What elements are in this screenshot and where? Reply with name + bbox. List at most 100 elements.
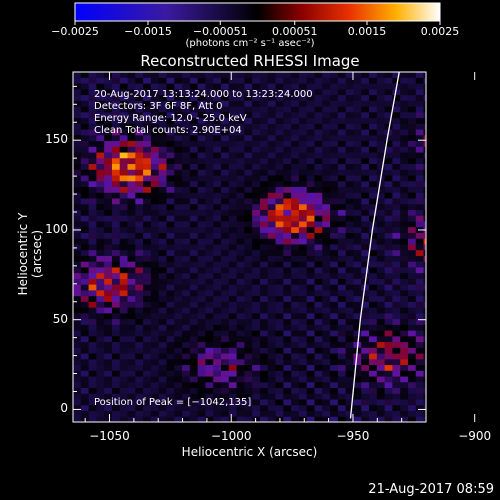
heatmap-cell [330,364,339,371]
heatmap-cell [182,347,191,354]
heatmap-cell [182,163,191,170]
heatmap-cell [361,284,370,291]
heatmap-cell [182,134,191,142]
heatmap-cell [275,72,284,78]
heatmap-cell [298,192,308,199]
heatmap-cell [415,272,425,279]
heatmap-cell [174,399,183,406]
heatmap-cell [407,243,417,251]
heatmap-cell [275,381,284,389]
heatmap-cell [197,106,206,113]
heatmap-cell [80,209,90,216]
heatmap-cell [322,261,331,268]
heatmap-cell [111,146,121,153]
heatmap-cell [400,312,409,320]
heatmap-cell [158,393,167,400]
heatmap-cell [119,209,129,216]
heatmap-cell [345,192,354,199]
heatmap-cell [283,335,292,343]
heatmap-cell [407,220,417,228]
heatmap-cell [158,134,167,142]
heatmap-cell [236,387,245,394]
heatmap-cell [150,381,160,389]
heatmap-cell [166,358,175,366]
heatmap-cell [275,393,284,400]
heatmap-cell [150,335,160,343]
heatmap-cell [337,117,347,124]
heatmap-cell [135,152,144,159]
heatmap-cell [361,387,370,394]
heatmap-cell [314,232,323,239]
heatmap-cell [205,376,214,383]
heatmap-cell [275,134,284,142]
heatmap-cell [400,226,409,233]
heatmap-cell [119,249,129,256]
heatmap-cell [345,203,354,210]
heatmap-cell [345,399,354,406]
heatmap-cell [314,152,323,159]
heatmap-cell [135,312,144,320]
heatmap-cell [104,77,113,84]
heatmap-cell [244,295,253,302]
heatmap-cell [104,203,113,210]
heatmap-cell [384,376,393,383]
heatmap-cell [73,335,82,343]
heatmap-cell [127,198,136,205]
heatmap-cell [205,255,214,262]
heatmap-cell [166,77,175,84]
heatmap-cell [415,376,425,383]
heatmap-cell [158,370,167,377]
heatmap-cell [174,284,183,291]
heatmap-cell [150,255,160,262]
heatmap-cell [353,387,362,394]
heatmap-cell [337,226,347,233]
heatmap-cell [415,243,425,251]
heatmap-cell [189,243,199,251]
heatmap-cell [80,278,90,285]
heatmap-cell [275,140,284,147]
heatmap-cell [197,324,206,331]
heatmap-cell [306,335,315,343]
heatmap-cell [252,140,261,147]
heatmap-cell [197,387,206,394]
heatmap-cell [376,278,386,285]
heatmap-cell [119,381,129,389]
heatmap-cell [135,140,144,147]
heatmap-cell [221,243,230,251]
heatmap-cell [291,157,300,165]
heatmap-cell [143,370,152,377]
heatmap-cell [322,117,331,124]
heatmap-cell [345,146,354,153]
heatmap-cell [392,272,401,279]
heatmap-cell [330,243,339,251]
heatmap-cell [330,416,339,422]
heatmap-cell [345,410,354,417]
heatmap-cell [221,324,230,331]
heatmap-cell [423,123,426,130]
heatmap-cell [135,157,144,165]
heatmap-cell [314,157,323,165]
heatmap-cell [322,169,331,176]
heatmap-cell [384,410,393,417]
heatmap-cell [361,318,370,325]
heatmap-cell [376,376,386,383]
heatmap-cell [275,324,284,331]
heatmap-cell [400,238,409,245]
heatmap-cell [96,192,105,199]
heatmap-cell [135,272,144,279]
heatmap-cell [283,169,292,176]
heatmap-cell [267,88,277,96]
heatmap-cell [244,278,253,285]
heatmap-cell [104,255,113,262]
heatmap-cell [174,312,183,320]
heatmap-cell [415,215,425,222]
heatmap-cell [228,347,238,354]
heatmap-cell [298,163,308,170]
heatmap-cell [283,261,292,268]
heatmap-cell [73,318,82,325]
heatmap-cell [174,387,183,394]
heatmap-cell [283,393,292,400]
heatmap-cell [291,123,300,130]
heatmap-cell [213,83,222,90]
